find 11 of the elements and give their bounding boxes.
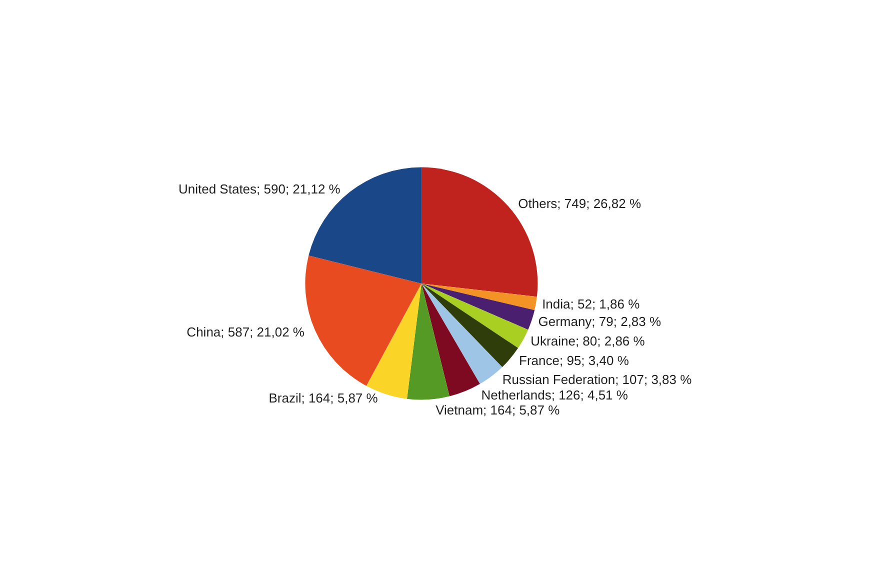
slice-label: United States; 590; 21,12 % [178,181,341,196]
slice-label: Others; 749; 26,82 % [518,196,642,211]
slice-label: Brazil; 164; 5,87 % [268,390,378,406]
slice-label: China; 587; 21,02 % [186,324,305,340]
slice-label: France; 95; 3,40 % [519,353,630,368]
slice-label: Ukraine; 80; 2,86 % [530,334,646,349]
slice-label: Russian Federation; 107; 3,83 % [502,372,692,387]
slice-label: India; 52; 1,86 % [542,296,640,312]
slice-label: Germany; 79; 2,83 % [538,314,662,329]
slice-label: Vietnam; 164; 5,87 % [436,402,560,418]
slice-label: Netherlands; 126; 4,51 % [481,387,628,402]
